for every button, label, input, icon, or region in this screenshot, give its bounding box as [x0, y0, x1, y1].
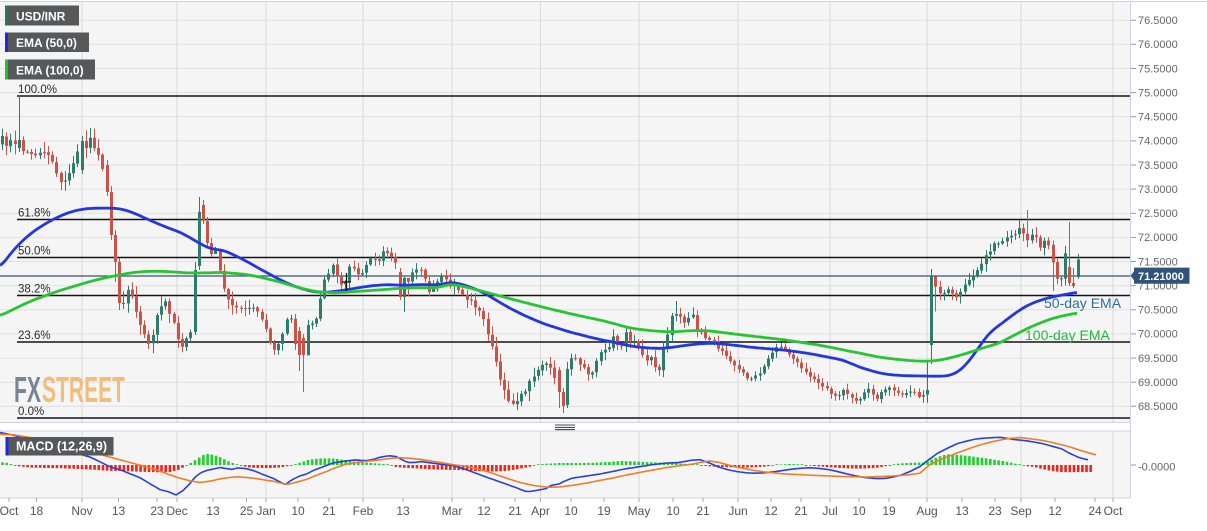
svg-text:24: 24 [1088, 504, 1102, 518]
svg-text:73.0000: 73.0000 [1138, 184, 1178, 196]
svg-text:76.0000: 76.0000 [1138, 39, 1178, 51]
svg-text:75.5000: 75.5000 [1138, 63, 1178, 75]
svg-text:72.0000: 72.0000 [1138, 232, 1178, 244]
svg-text:50.0%: 50.0% [18, 246, 51, 258]
svg-text:10: 10 [291, 504, 305, 518]
svg-text:13: 13 [955, 504, 969, 518]
svg-text:12: 12 [477, 504, 491, 518]
svg-text:Jul: Jul [822, 504, 837, 518]
svg-text:EMA (50,0): EMA (50,0) [16, 36, 77, 50]
svg-text:12: 12 [1048, 504, 1062, 518]
svg-text:USD/INR: USD/INR [16, 10, 66, 24]
svg-text:19: 19 [882, 504, 896, 518]
svg-text:13: 13 [112, 504, 126, 518]
svg-text:76.5000: 76.5000 [1138, 15, 1178, 27]
svg-text:71.21000: 71.21000 [1138, 271, 1184, 283]
svg-text:100-day EMA: 100-day EMA [1025, 327, 1110, 343]
svg-text:23: 23 [150, 504, 164, 518]
svg-text:10: 10 [666, 504, 680, 518]
svg-text:FX: FX [14, 369, 41, 410]
svg-text:STREET: STREET [42, 369, 125, 410]
svg-text:74.0000: 74.0000 [1138, 136, 1178, 148]
svg-text:-0.0000: -0.0000 [1138, 461, 1175, 473]
svg-text:70.0000: 70.0000 [1138, 329, 1178, 341]
svg-text:21: 21 [794, 504, 808, 518]
svg-text:75.0000: 75.0000 [1138, 87, 1178, 99]
svg-text:EMA (100,0): EMA (100,0) [16, 64, 84, 78]
svg-text:Jun: Jun [728, 504, 747, 518]
svg-text:MACD (12,26,9): MACD (12,26,9) [16, 440, 107, 454]
svg-text:Sep: Sep [1010, 504, 1032, 518]
svg-text:50-day EMA: 50-day EMA [1044, 295, 1122, 311]
svg-text:Apr: Apr [531, 504, 550, 518]
svg-text:Mar: Mar [442, 504, 463, 518]
svg-text:18: 18 [30, 504, 44, 518]
svg-text:Oct: Oct [1104, 504, 1123, 518]
svg-text:Dec: Dec [166, 504, 187, 518]
svg-text:10: 10 [564, 504, 578, 518]
svg-text:Jan: Jan [256, 504, 275, 518]
svg-text:May: May [628, 504, 651, 518]
svg-text:0.0%: 0.0% [18, 406, 44, 418]
svg-text:19: 19 [597, 504, 611, 518]
svg-text:23.6%: 23.6% [18, 330, 51, 342]
svg-text:74.5000: 74.5000 [1138, 112, 1178, 124]
svg-text:13: 13 [206, 504, 220, 518]
svg-text:68.5000: 68.5000 [1138, 401, 1178, 413]
svg-text:38.2%: 38.2% [18, 284, 51, 296]
svg-text:21: 21 [508, 504, 522, 518]
svg-text:Nov: Nov [71, 504, 92, 518]
svg-text:Oct: Oct [0, 504, 19, 518]
svg-text:21: 21 [322, 504, 336, 518]
svg-text:23: 23 [988, 504, 1002, 518]
svg-text:13: 13 [396, 504, 410, 518]
svg-text:69.5000: 69.5000 [1138, 353, 1178, 365]
svg-text:61.8%: 61.8% [18, 208, 51, 220]
svg-text:70.5000: 70.5000 [1138, 305, 1178, 317]
svg-text:Aug: Aug [916, 504, 937, 518]
svg-text:Feb: Feb [353, 504, 374, 518]
svg-text:10: 10 [852, 504, 866, 518]
svg-text:71.5000: 71.5000 [1138, 256, 1178, 268]
svg-text:25: 25 [240, 504, 254, 518]
svg-text:73.5000: 73.5000 [1138, 160, 1178, 172]
svg-text:12: 12 [764, 504, 778, 518]
svg-text:72.5000: 72.5000 [1138, 208, 1178, 220]
svg-text:21: 21 [696, 504, 710, 518]
svg-text:69.0000: 69.0000 [1138, 377, 1178, 389]
svg-text:100.0%: 100.0% [18, 84, 57, 96]
